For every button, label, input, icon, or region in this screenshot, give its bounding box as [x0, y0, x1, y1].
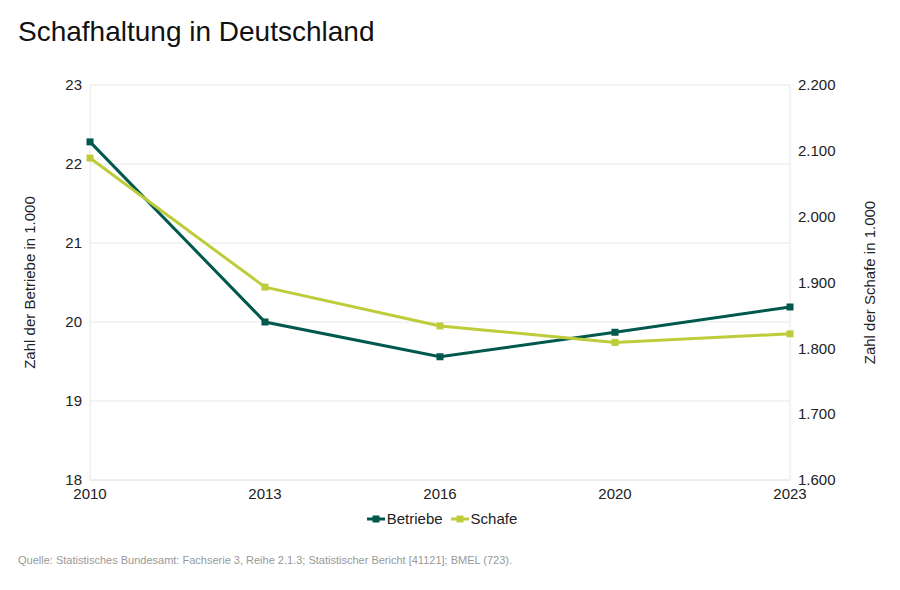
svg-text:2.100: 2.100 — [798, 142, 836, 159]
svg-text:2.000: 2.000 — [798, 208, 836, 225]
svg-text:Zahl der Betriebe in 1.000: Zahl der Betriebe in 1.000 — [21, 196, 38, 369]
svg-text:2023: 2023 — [773, 484, 807, 502]
svg-text:21: 21 — [65, 234, 82, 251]
svg-text:2016: 2016 — [423, 485, 456, 502]
svg-text:1.800: 1.800 — [798, 340, 836, 357]
svg-text:23: 23 — [65, 76, 82, 93]
svg-text:1.700: 1.700 — [798, 405, 836, 422]
svg-text:2020: 2020 — [598, 485, 631, 502]
svg-text:1.900: 1.900 — [798, 274, 836, 291]
svg-text:Zahl der Schafe in 1.000: Zahl der Schafe in 1.000 — [861, 201, 878, 364]
svg-text:22: 22 — [65, 155, 82, 172]
svg-text:2013: 2013 — [248, 485, 281, 502]
svg-text:2010: 2010 — [73, 484, 107, 502]
svg-text:20: 20 — [65, 313, 82, 330]
svg-text:2.200: 2.200 — [798, 76, 836, 93]
svg-text:18: 18 — [65, 471, 82, 488]
html-text:Schafhaltung in Deutschland: Schafhaltung in Deutschland — [18, 16, 375, 47]
html-text:Schafe: Schafe — [470, 510, 518, 527]
svg-text:19: 19 — [65, 392, 82, 409]
html-text:Quelle: Statistisches Bundesam: Quelle: Statistisches Bundesamt: Fachser… — [18, 554, 512, 566]
html-text:Betriebe: Betriebe — [386, 510, 443, 527]
svg-text:1.600: 1.600 — [798, 471, 836, 488]
